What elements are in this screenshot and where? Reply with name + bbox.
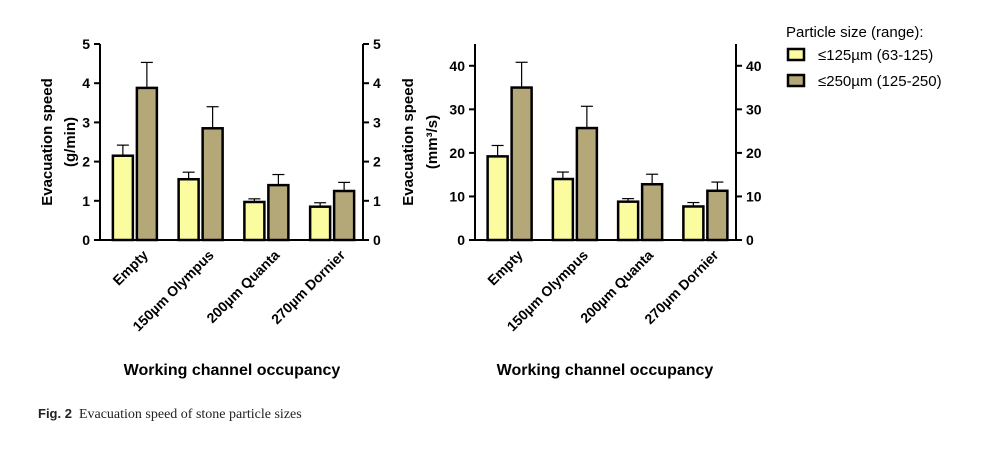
bar-1-4 — [682, 205, 705, 242]
bar-1-2 — [551, 177, 575, 242]
bar-2-1 — [510, 86, 533, 242]
y-tick-label-right: 3 — [373, 114, 381, 130]
legend-label-1: ≤125µm (63-125) — [818, 47, 933, 64]
bar-1-3 — [616, 200, 640, 242]
y-axis-title: Evacuation speed — [400, 78, 417, 206]
y-axis-title: Evacuation speed — [39, 78, 56, 206]
y-tick-label-right: 4 — [373, 75, 381, 91]
y-tick-label-right: 1 — [373, 193, 381, 209]
y-tick-label-left: 3 — [82, 114, 90, 130]
y-tick-label-right: 0 — [373, 232, 381, 248]
legend: Particle size (range): ≤125µm (63-125) ≤25… — [786, 24, 942, 90]
y-tick-label-left: 2 — [82, 154, 90, 170]
figure-caption: Fig. 2 Evacuation speed of stone particl… — [38, 406, 302, 423]
y-tick-label-left: 30 — [449, 101, 465, 117]
bar-1-1 — [111, 154, 135, 242]
y-tick-label-left: 5 — [82, 36, 90, 52]
bar-1-4 — [308, 205, 332, 242]
bar-2-4 — [706, 189, 729, 242]
legend-label-2: ≤250µm (125-250) — [818, 73, 942, 90]
y-tick-label-left: 20 — [449, 145, 465, 161]
y-tick-label-right: 0 — [746, 232, 754, 248]
y-axis-unit: (g/min) — [62, 117, 79, 167]
y-tick-label-left: 10 — [449, 188, 465, 204]
figure: 0 0 1 1 2 2 3 3 4 4 5 5 Evacuation speed (g/min) Empty… — [39, 24, 942, 379]
y-tick-label-left: 0 — [457, 232, 465, 248]
legend-swatch-2 — [786, 73, 806, 88]
bar-2-2 — [201, 127, 224, 242]
category-label: Empty — [109, 247, 151, 289]
bar-1-3 — [243, 200, 266, 242]
legend-swatch-1 — [786, 47, 806, 62]
x-axis-title: Working channel occupancy — [497, 362, 714, 379]
bar-1-1 — [486, 155, 509, 242]
y-tick-label-left: 4 — [82, 75, 90, 91]
y-tick-label-right: 10 — [746, 188, 762, 204]
y-tick-label-left: 40 — [449, 58, 465, 74]
y-tick-label-left: 1 — [82, 193, 90, 209]
legend-title: Particle size (range): — [786, 24, 924, 41]
caption-text: Evacuation speed of stone particle sizes — [78, 407, 302, 422]
y-tick-label-left: 0 — [82, 232, 90, 248]
chart-2: 0 0 10 10 20 20 30 30 40 40 Evacuation speed (mm³/s… — [400, 44, 762, 379]
bar-2-1 — [135, 86, 159, 242]
y-tick-label-right: 30 — [746, 101, 762, 117]
bar-1-2 — [177, 177, 200, 242]
bar-2-3 — [640, 182, 664, 242]
y-tick-label-right: 5 — [373, 36, 381, 52]
bar-2-3 — [267, 183, 290, 242]
category-label: Empty — [484, 247, 526, 289]
y-axis-unit: (mm³/s) — [424, 115, 441, 169]
bar-2-4 — [332, 189, 356, 242]
y-tick-label-right: 2 — [373, 154, 381, 170]
y-tick-label-right: 20 — [746, 145, 762, 161]
y-tick-label-right: 40 — [746, 58, 762, 74]
bar-2-2 — [575, 126, 599, 242]
caption-label: Fig. 2 — [38, 406, 72, 421]
x-axis-title: Working channel occupancy — [124, 362, 341, 379]
chart-1: 0 0 1 1 2 2 3 3 4 4 5 5 Evacuation speed (g/min) Empty… — [39, 36, 381, 379]
